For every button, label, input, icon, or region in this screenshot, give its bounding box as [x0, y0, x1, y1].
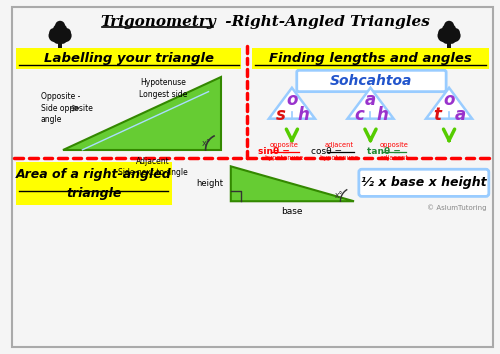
- Circle shape: [438, 28, 446, 36]
- Text: cosθ =: cosθ =: [312, 147, 342, 156]
- Text: hypotenuse: hypotenuse: [264, 155, 304, 161]
- Text: hypotenuse: hypotenuse: [320, 155, 359, 161]
- Text: sinθ =: sinθ =: [258, 147, 290, 156]
- Text: adjacent: adjacent: [380, 155, 408, 161]
- Circle shape: [446, 35, 452, 41]
- Text: x°: x°: [202, 138, 211, 148]
- Text: Opposite -
Side opposite
angle: Opposite - Side opposite angle: [40, 92, 92, 124]
- Circle shape: [52, 23, 68, 38]
- Text: a: a: [455, 106, 466, 124]
- Circle shape: [58, 29, 71, 42]
- Text: © AslumTutoring: © AslumTutoring: [428, 205, 487, 211]
- Circle shape: [442, 23, 456, 38]
- Circle shape: [57, 35, 64, 41]
- Text: Trigonometry: Trigonometry: [100, 15, 216, 29]
- Text: height: height: [196, 179, 223, 188]
- Polygon shape: [448, 42, 450, 48]
- Text: adjacent: adjacent: [325, 142, 354, 148]
- Text: Area of a right-angled
triangle: Area of a right-angled triangle: [16, 168, 172, 200]
- Circle shape: [62, 28, 71, 36]
- Circle shape: [444, 21, 454, 31]
- FancyBboxPatch shape: [252, 48, 489, 69]
- Text: Hypotenuse
Longest side: Hypotenuse Longest side: [138, 78, 187, 99]
- Text: t: t: [434, 106, 442, 124]
- Circle shape: [55, 21, 65, 31]
- Circle shape: [438, 29, 450, 42]
- Polygon shape: [269, 88, 315, 119]
- Circle shape: [442, 36, 450, 44]
- Text: Adjacent
Side next to angle: Adjacent Side next to angle: [118, 156, 188, 177]
- Text: tanθ =: tanθ =: [366, 147, 400, 156]
- Text: s: s: [276, 106, 285, 124]
- Text: h: h: [298, 106, 310, 124]
- Text: c: c: [354, 106, 364, 124]
- Text: o: o: [286, 91, 298, 109]
- Circle shape: [48, 29, 62, 42]
- Circle shape: [452, 28, 460, 36]
- Polygon shape: [63, 77, 221, 150]
- Text: a: a: [365, 91, 376, 109]
- Circle shape: [50, 28, 58, 36]
- Text: Labelling your triangle: Labelling your triangle: [44, 52, 214, 65]
- FancyBboxPatch shape: [16, 162, 172, 205]
- Circle shape: [448, 29, 460, 42]
- Circle shape: [448, 36, 456, 44]
- Text: Sohcahtoa: Sohcahtoa: [330, 74, 412, 88]
- Text: ½ x base x height: ½ x base x height: [361, 176, 486, 189]
- Text: opposite: opposite: [270, 142, 298, 148]
- Text: -Right-Angled Triangles: -Right-Angled Triangles: [220, 15, 430, 29]
- Polygon shape: [348, 88, 394, 119]
- Text: h: h: [376, 106, 388, 124]
- Polygon shape: [231, 166, 354, 201]
- Text: base: base: [281, 207, 302, 216]
- FancyBboxPatch shape: [359, 169, 489, 196]
- Text: Finding lengths and angles: Finding lengths and angles: [269, 52, 472, 65]
- Circle shape: [58, 36, 66, 44]
- FancyBboxPatch shape: [297, 70, 446, 92]
- Polygon shape: [426, 88, 472, 119]
- Text: x°: x°: [336, 191, 344, 200]
- Polygon shape: [58, 42, 61, 48]
- FancyBboxPatch shape: [16, 48, 241, 69]
- Text: opposite: opposite: [380, 142, 408, 148]
- Text: o: o: [444, 91, 454, 109]
- Circle shape: [54, 36, 62, 44]
